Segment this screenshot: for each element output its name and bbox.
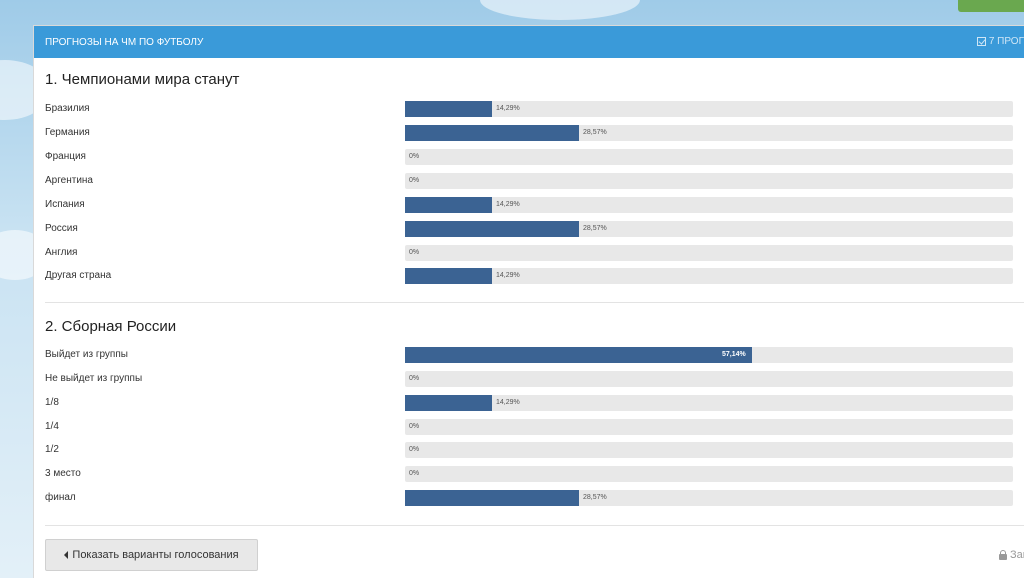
option-row: Россия 28,57% [45,221,1013,237]
result-percent: 0% [409,153,420,160]
panel-header: ПРОГНОЗЫ НА ЧМ ПО ФУТБОЛУ 7 ПРОГ [34,26,1024,58]
result-bar-fill [405,125,579,141]
result-percent: 14,29% [496,201,520,208]
option-row: Англия 0% [45,245,1013,261]
result-bar-track: 0% [405,173,1013,189]
option-label: Франция [45,151,86,162]
option-label: финал [45,492,76,503]
option-row: Аргентина 0% [45,173,1013,189]
result-percent: 14,29% [496,399,520,406]
option-row: 1/2 0% [45,442,1013,458]
option-row: Бразилия 14,29% [45,101,1013,117]
result-bar-track: 14,29% [405,197,1013,213]
result-bar-fill [405,221,579,237]
option-row: 1/4 0% [45,419,1013,435]
result-bar-track: 28,57% [405,125,1013,141]
result-percent: 14,29% [496,272,520,279]
show-voting-options-button[interactable]: Показать варианты голосования [45,539,258,571]
votes-count: 7 ПРОГ [976,36,1024,47]
option-row: Франция 0% [45,149,1013,165]
result-bar-track: 14,29% [405,395,1013,411]
result-bar-track: 0% [405,442,1013,458]
top-strip [0,0,1024,24]
result-bar-fill [405,347,752,363]
poll-closed-note: Зак [999,549,1024,561]
option-label: Германия [45,127,90,138]
result-bar-fill [405,197,492,213]
option-label: Не выйдет из группы [45,373,143,384]
result-percent: 57,14% [722,351,746,358]
option-label: 1/4 [45,421,59,432]
result-percent: 0% [409,446,420,453]
result-bar-track: 0% [405,371,1013,387]
result-percent: 0% [409,249,420,256]
option-row: Германия 28,57% [45,125,1013,141]
option-row: Другая страна 14,29% [45,268,1013,284]
result-bar-fill [405,395,492,411]
option-label: 1/8 [45,397,59,408]
result-bar-track: 14,29% [405,101,1013,117]
option-label: Бразилия [45,103,90,114]
option-label: 3 место [45,468,81,479]
option-row: финал 28,57% [45,490,1013,506]
result-percent: 28,57% [583,494,607,501]
result-percent: 0% [409,470,420,477]
result-bar-track: 28,57% [405,490,1013,506]
top-green-button[interactable] [958,0,1024,12]
result-percent: 28,57% [583,129,607,136]
option-label: Испания [45,199,85,210]
result-percent: 14,29% [496,105,520,112]
result-bar-track: 0% [405,466,1013,482]
votes-count-text: 7 ПРОГ [988,36,1024,47]
option-row: 3 место 0% [45,466,1013,482]
result-percent: 0% [409,177,420,184]
result-percent: 0% [409,423,420,430]
option-label: Россия [45,223,78,234]
caret-left-icon [64,551,69,559]
option-row: 1/8 14,29% [45,395,1013,411]
option-row: Выйдет из группы 57,14% [45,347,1013,363]
result-percent: 0% [409,375,420,382]
result-bar-track: 57,14% [405,347,1013,363]
poll-panel: ПРОГНОЗЫ НА ЧМ ПО ФУТБОЛУ 7 ПРОГ 1. Чемп… [33,25,1024,578]
result-bar-track: 0% [405,419,1013,435]
poll-closed-text: Зак [1010,549,1024,561]
question-title: 1. Чемпионами мира станут [45,71,240,88]
option-label: Выйдет из группы [45,349,128,360]
option-row: Испания 14,29% [45,197,1013,213]
lock-icon [999,550,1007,560]
checkbox-icon [976,37,986,46]
option-label: Англия [45,247,78,258]
panel-title: ПРОГНОЗЫ НА ЧМ ПО ФУТБОЛУ [45,36,204,48]
option-label: Аргентина [45,175,93,186]
result-bar-fill [405,490,579,506]
divider [45,525,1024,526]
result-bar-fill [405,268,492,284]
divider [45,302,1024,303]
show-button-label: Показать варианты голосования [72,549,239,561]
option-label: Другая страна [45,270,112,281]
result-bar-fill [405,101,492,117]
result-bar-track: 28,57% [405,221,1013,237]
result-bar-track: 0% [405,149,1013,165]
result-percent: 28,57% [583,225,607,232]
option-label: 1/2 [45,444,59,455]
option-row: Не выйдет из группы 0% [45,371,1013,387]
result-bar-track: 14,29% [405,268,1013,284]
question-1: 1. Чемпионами мира станут Бразилия 14,29%… [45,69,1013,284]
question-2: 2. Сборная России Выйдет из группы 57,14%… [45,316,1013,506]
result-bar-track: 0% [405,245,1013,261]
question-title: 2. Сборная России [45,318,177,335]
